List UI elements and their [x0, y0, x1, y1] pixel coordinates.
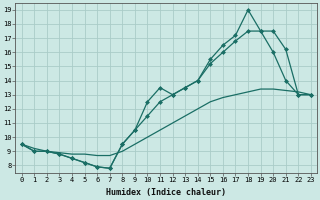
- X-axis label: Humidex (Indice chaleur): Humidex (Indice chaleur): [106, 188, 226, 197]
